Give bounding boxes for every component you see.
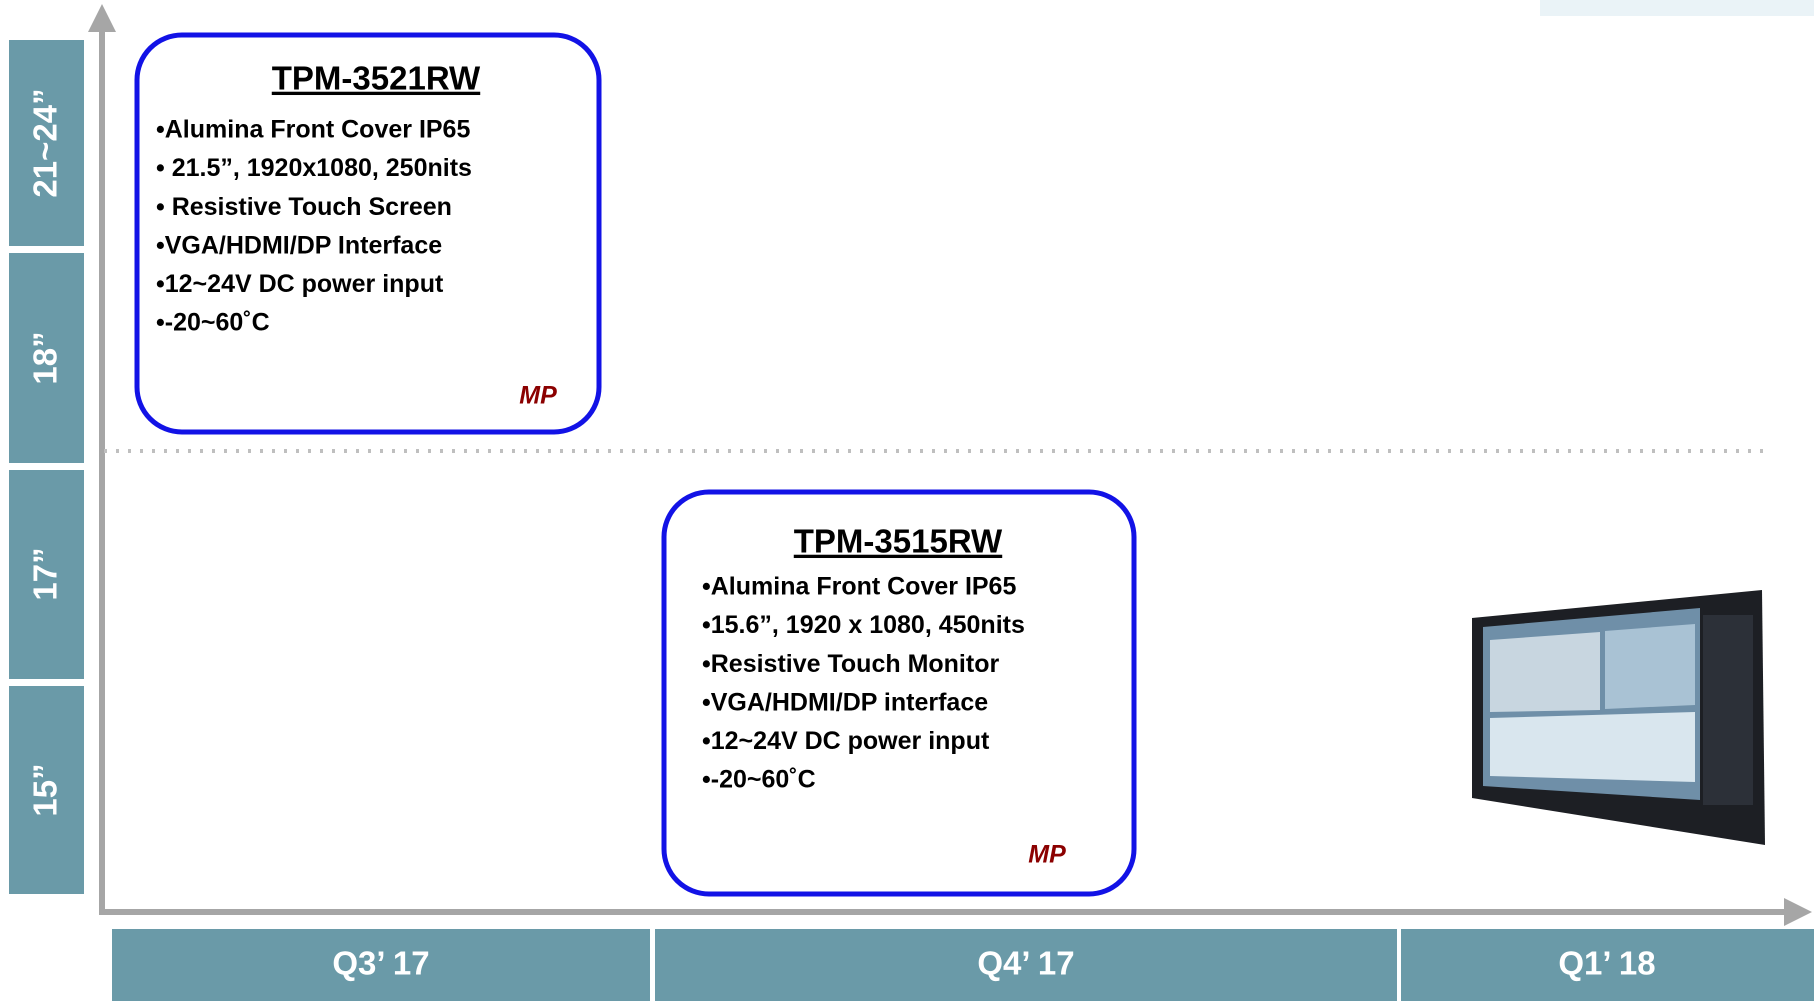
bullet: •VGA/HDMI/DP interface [702, 688, 988, 716]
bullet: •-20~60˚C [702, 766, 816, 794]
bullet: •-20~60˚C [156, 309, 270, 337]
bullet: •15.6”, 1920 x 1080, 450nits [702, 611, 1025, 639]
quarter-label: Q1’ 18 [1558, 945, 1655, 982]
quarter-label: Q3’ 17 [332, 945, 429, 982]
product-title: TPM-3515RW [794, 523, 1003, 560]
roadmap: 21~24” 18” 17” 15” Q3’ 17 Q4’ 17 Q1’ 18 … [0, 0, 1814, 1001]
bullet: • 21.5”, 1920x1080, 250nits [156, 154, 472, 182]
corner-panel [1540, 0, 1814, 16]
size-label: 17” [27, 547, 64, 600]
status: MP [1028, 841, 1066, 869]
bullet: • Resistive Touch Screen [156, 193, 452, 221]
size-label: 15” [27, 763, 64, 816]
bullet: •Alumina Front Cover IP65 [702, 573, 1016, 601]
bullet: •Resistive Touch Monitor [702, 650, 999, 678]
size-label: 18” [27, 331, 64, 384]
axis-arrow [1784, 898, 1812, 926]
quarter-label: Q4’ 17 [977, 945, 1074, 982]
status: MP [519, 382, 557, 410]
bullet: •12~24V DC power input [702, 727, 990, 755]
bullet: •VGA/HDMI/DP Interface [156, 231, 442, 259]
product-image [1472, 590, 1765, 845]
product-title: TPM-3521RW [272, 60, 481, 97]
axis-arrow [88, 4, 116, 32]
bullet: •Alumina Front Cover IP65 [156, 116, 470, 144]
bullet: •12~24V DC power input [156, 270, 444, 298]
size-label: 21~24” [27, 88, 64, 197]
